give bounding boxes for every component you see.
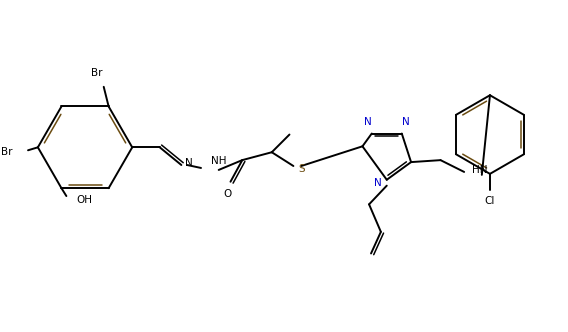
Text: S: S [298,164,305,174]
Text: Cl: Cl [485,197,495,207]
Text: NH: NH [211,156,226,166]
Text: Br: Br [91,68,103,78]
Text: Br: Br [1,147,12,157]
Text: OH: OH [76,195,92,205]
Text: N: N [185,158,193,168]
Text: O: O [223,189,232,199]
Text: N: N [402,117,410,126]
Text: HN: HN [472,165,487,175]
Text: N: N [364,117,371,126]
Text: N: N [374,178,382,188]
